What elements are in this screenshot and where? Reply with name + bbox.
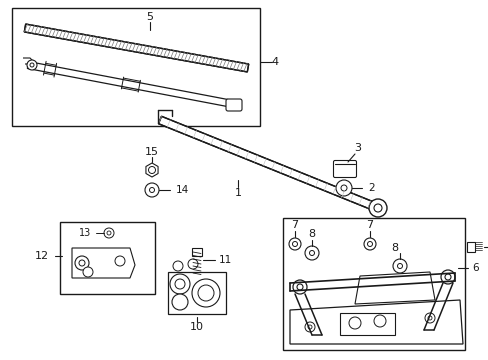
Circle shape bbox=[392, 259, 406, 273]
Circle shape bbox=[149, 188, 154, 193]
Text: 13: 13 bbox=[79, 228, 91, 238]
Polygon shape bbox=[27, 62, 238, 108]
Circle shape bbox=[340, 185, 346, 191]
Text: 12: 12 bbox=[35, 251, 49, 261]
Circle shape bbox=[83, 267, 93, 277]
Bar bbox=[339, 313, 394, 335]
Circle shape bbox=[424, 313, 434, 323]
Circle shape bbox=[79, 260, 85, 266]
Circle shape bbox=[145, 183, 159, 197]
Circle shape bbox=[309, 251, 314, 256]
Text: 11: 11 bbox=[219, 255, 232, 265]
Circle shape bbox=[173, 261, 183, 271]
Circle shape bbox=[427, 316, 431, 320]
Circle shape bbox=[75, 256, 89, 270]
Bar bbox=[192, 248, 202, 256]
Bar bbox=[466, 242, 474, 252]
Circle shape bbox=[170, 274, 190, 294]
Circle shape bbox=[345, 319, 354, 329]
Circle shape bbox=[172, 294, 187, 310]
Polygon shape bbox=[24, 24, 248, 72]
Circle shape bbox=[148, 166, 155, 174]
Circle shape bbox=[384, 317, 394, 327]
Circle shape bbox=[367, 242, 372, 247]
Text: 5: 5 bbox=[146, 12, 153, 22]
Text: 8: 8 bbox=[390, 243, 398, 253]
Text: 7: 7 bbox=[291, 220, 298, 230]
Text: 1: 1 bbox=[234, 188, 241, 198]
Circle shape bbox=[30, 63, 34, 67]
Circle shape bbox=[187, 259, 198, 269]
Circle shape bbox=[348, 317, 360, 329]
Circle shape bbox=[444, 274, 450, 280]
Text: 7: 7 bbox=[366, 220, 373, 230]
Polygon shape bbox=[354, 272, 434, 304]
Circle shape bbox=[335, 180, 351, 196]
Circle shape bbox=[428, 327, 434, 333]
Circle shape bbox=[305, 246, 318, 260]
Circle shape bbox=[305, 322, 314, 332]
Text: 8: 8 bbox=[308, 229, 315, 239]
Circle shape bbox=[296, 284, 303, 290]
Text: 6: 6 bbox=[471, 263, 478, 273]
Text: 2: 2 bbox=[367, 183, 374, 193]
Circle shape bbox=[115, 256, 125, 266]
Bar bbox=[283, 218, 464, 350]
Circle shape bbox=[311, 332, 317, 338]
FancyBboxPatch shape bbox=[225, 99, 242, 111]
Circle shape bbox=[104, 228, 114, 238]
Circle shape bbox=[175, 279, 184, 289]
Circle shape bbox=[107, 231, 111, 235]
Circle shape bbox=[363, 238, 375, 250]
Polygon shape bbox=[72, 248, 135, 278]
Circle shape bbox=[373, 204, 381, 212]
Circle shape bbox=[307, 325, 311, 329]
Polygon shape bbox=[158, 116, 379, 212]
Text: 14: 14 bbox=[176, 185, 189, 195]
Circle shape bbox=[288, 238, 301, 250]
Circle shape bbox=[440, 270, 454, 284]
Polygon shape bbox=[289, 300, 462, 344]
Bar bbox=[168, 272, 225, 314]
FancyBboxPatch shape bbox=[333, 161, 356, 177]
Circle shape bbox=[387, 320, 391, 324]
Circle shape bbox=[292, 242, 297, 247]
Circle shape bbox=[424, 323, 438, 337]
Circle shape bbox=[192, 279, 220, 307]
Circle shape bbox=[368, 199, 386, 217]
Text: 3: 3 bbox=[354, 143, 361, 153]
Bar bbox=[12, 8, 260, 126]
Text: 4: 4 bbox=[271, 57, 278, 67]
Circle shape bbox=[347, 322, 351, 326]
Circle shape bbox=[373, 315, 385, 327]
Bar bbox=[60, 222, 155, 294]
Circle shape bbox=[292, 280, 306, 294]
Text: 15: 15 bbox=[145, 147, 159, 157]
Circle shape bbox=[198, 285, 214, 301]
Text: 10: 10 bbox=[190, 322, 203, 332]
Circle shape bbox=[307, 328, 321, 342]
Circle shape bbox=[27, 60, 37, 70]
Circle shape bbox=[397, 264, 402, 269]
